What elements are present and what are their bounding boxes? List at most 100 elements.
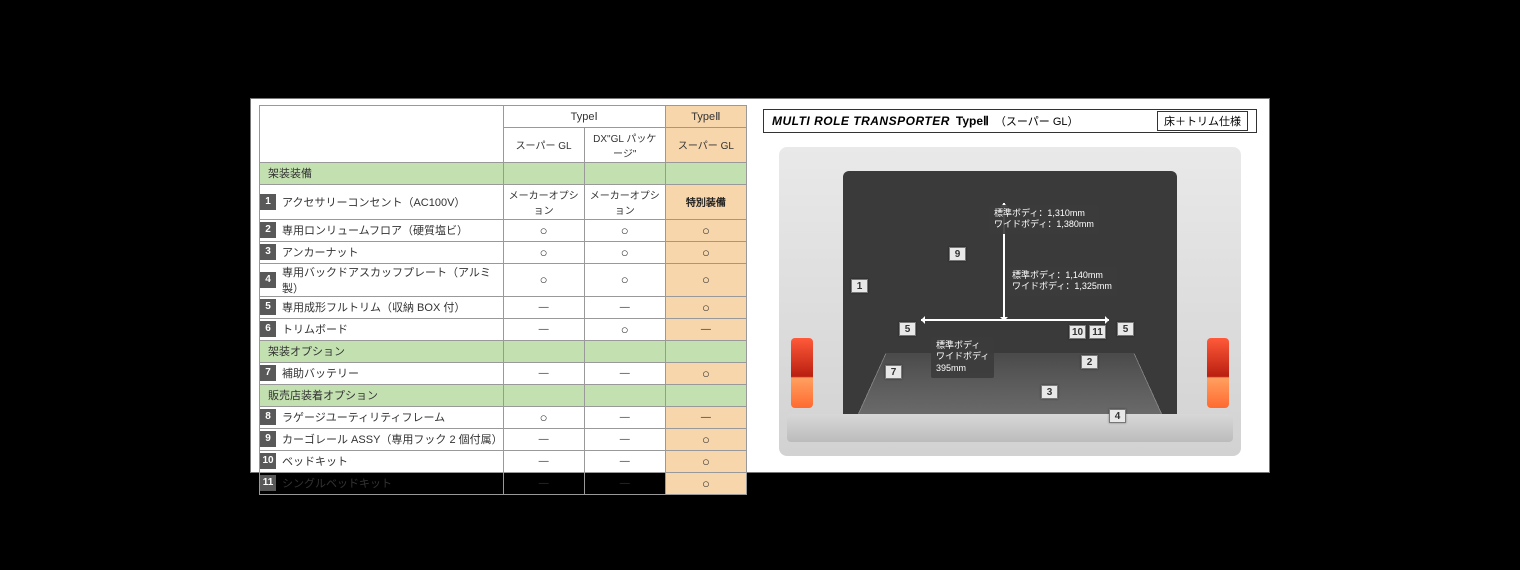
- value-cell: ○: [665, 428, 746, 450]
- feature-name: シングルベッドキット: [282, 475, 392, 491]
- sub-header-c1: スーパー GL: [503, 127, 584, 162]
- figure-title-sub: （スーパー GL）: [995, 113, 1079, 129]
- section-row: 架装オプション: [260, 340, 747, 362]
- sub-header-c2: DX"GL パッケージ": [584, 127, 665, 162]
- content-panel: TypeⅠ TypeⅡ スーパー GL DX"GL パッケージ" スーパー GL…: [250, 98, 1270, 473]
- feature-cell: 7 補助バッテリー: [260, 362, 504, 384]
- section-label: 架装オプション: [260, 340, 504, 362]
- section-blank: [665, 384, 746, 406]
- table-row: 6トリムボード—○—: [260, 318, 747, 340]
- section-row: 架装装備: [260, 162, 747, 184]
- feature-cell: 5 専用成形フルトリム（収納 BOX 付）: [260, 296, 504, 318]
- feature-name: ベッドキット: [282, 453, 348, 469]
- type1-header: TypeⅠ: [503, 105, 665, 127]
- numbered-badge: 8: [260, 409, 276, 425]
- dim-sill-line1: 標準ボディ: [936, 340, 989, 352]
- feature-name: トリムボード: [282, 321, 348, 337]
- table-row: 9カーゴレール ASSY（専用フック 2 個付属）——○: [260, 428, 747, 450]
- numbered-badge: 5: [260, 299, 276, 315]
- numbered-badge: 3: [260, 244, 276, 260]
- figure-marker: 10: [1069, 325, 1086, 339]
- taillight-left: [791, 338, 813, 408]
- spec-table: TypeⅠ TypeⅡ スーパー GL DX"GL パッケージ" スーパー GL…: [259, 105, 747, 495]
- feature-cell: 6 トリムボード: [260, 318, 504, 340]
- numbered-badge: 1: [260, 194, 276, 210]
- table-row: 10ベッドキット——○: [260, 450, 747, 472]
- feature-cell: 1アクセサリーコンセント（AC100V）: [260, 184, 504, 219]
- value-cell: ○: [503, 219, 584, 241]
- feature-name: 専用バックドアスカッフプレート（アルミ製）: [282, 264, 499, 296]
- numbered-badge: 10: [260, 453, 276, 469]
- value-cell: ○: [503, 263, 584, 296]
- value-cell: ○: [503, 241, 584, 263]
- numbered-badge: 2: [260, 222, 276, 238]
- figure-marker: 3: [1041, 385, 1058, 399]
- value-cell: —: [665, 318, 746, 340]
- section-blank: [584, 340, 665, 362]
- value-cell: —: [503, 428, 584, 450]
- section-blank: [584, 162, 665, 184]
- value-cell: —: [584, 450, 665, 472]
- dimension-box-width: 標準ボディ：1,140mm ワイドボディ：1,325mm: [1007, 267, 1117, 296]
- numbered-badge: 4: [260, 272, 276, 288]
- feature-name: 専用ロンリュームフロア（硬質塩ビ）: [282, 222, 468, 238]
- value-cell: ○: [584, 219, 665, 241]
- value-cell: ○: [503, 406, 584, 428]
- table-row: 11シングルベッドキット——○: [260, 472, 747, 494]
- rear-bumper: [787, 414, 1233, 442]
- numbered-badge: 7: [260, 365, 276, 381]
- figure-marker: 2: [1081, 355, 1098, 369]
- dim-width-line1: 標準ボディ：1,140mm: [1012, 270, 1112, 282]
- value-cell: —: [503, 318, 584, 340]
- value-cell: ○: [665, 296, 746, 318]
- section-blank: [503, 340, 584, 362]
- section-label: 販売店装着オプション: [260, 384, 504, 406]
- value-cell: ○: [665, 241, 746, 263]
- value-cell: —: [665, 406, 746, 428]
- taillight-right: [1207, 338, 1229, 408]
- feature-name: 専用成形フルトリム（収納 BOX 付）: [282, 299, 465, 315]
- feature-name: ラゲージユーティリティフレーム: [282, 409, 445, 425]
- dim-sill-line2: ワイドボディ: [936, 351, 989, 363]
- dim-width-line2: ワイドボディ：1,325mm: [1012, 281, 1112, 293]
- type2-header: TypeⅡ: [665, 105, 746, 127]
- figure-title-type: TypeⅡ: [956, 114, 989, 128]
- table-row: 3アンカーナット○○○: [260, 241, 747, 263]
- value-cell: —: [584, 428, 665, 450]
- value-cell: ○: [665, 362, 746, 384]
- figure-title-main: MULTI ROLE TRANSPORTER: [772, 114, 950, 128]
- section-row: 販売店装着オプション: [260, 384, 747, 406]
- value-cell: メーカーオプション: [584, 184, 665, 219]
- value-cell: —: [584, 362, 665, 384]
- value-cell: —: [503, 296, 584, 318]
- figure-marker: 5: [899, 322, 916, 336]
- figure-marker: 1: [851, 279, 868, 293]
- value-cell: —: [584, 472, 665, 494]
- figure-marker: 5: [1117, 322, 1134, 336]
- figure-marker: 4: [1109, 409, 1126, 423]
- figure-marker: 9: [949, 247, 966, 261]
- table-row: 7補助バッテリー——○: [260, 362, 747, 384]
- value-cell: ○: [584, 263, 665, 296]
- feature-name: 補助バッテリー: [282, 365, 359, 381]
- figure-panel: MULTI ROLE TRANSPORTER TypeⅡ （スーパー GL） 床…: [759, 105, 1261, 466]
- feature-name: アンカーナット: [282, 244, 359, 260]
- value-cell: —: [503, 450, 584, 472]
- table-row: 1アクセサリーコンセント（AC100V）メーカーオプションメーカーオプション特別…: [260, 184, 747, 219]
- dim-height-line1: 標準ボディ：1,310mm: [994, 208, 1094, 220]
- numbered-badge: 9: [260, 431, 276, 447]
- table-row: 8ラゲージユーティリティフレーム○——: [260, 406, 747, 428]
- feature-cell: 11 シングルベッドキット: [260, 472, 504, 494]
- section-blank: [584, 384, 665, 406]
- van-illustration: 標準ボディ：1,310mm ワイドボディ：1,380mm 標準ボディ：1,140…: [779, 147, 1241, 456]
- figure-title-bar: MULTI ROLE TRANSPORTER TypeⅡ （スーパー GL） 床…: [763, 109, 1257, 133]
- sub-header-c3: スーパー GL: [665, 127, 746, 162]
- value-cell: ○: [665, 263, 746, 296]
- numbered-badge: 11: [260, 475, 276, 491]
- dim-sill-line3: 395mm: [936, 363, 989, 375]
- numbered-badge: 6: [260, 321, 276, 337]
- feature-cell: 10 ベッドキット: [260, 450, 504, 472]
- table-row: 5専用成形フルトリム（収納 BOX 付）——○: [260, 296, 747, 318]
- feature-name: カーゴレール ASSY（専用フック 2 個付属）: [282, 431, 499, 447]
- value-cell: —: [503, 362, 584, 384]
